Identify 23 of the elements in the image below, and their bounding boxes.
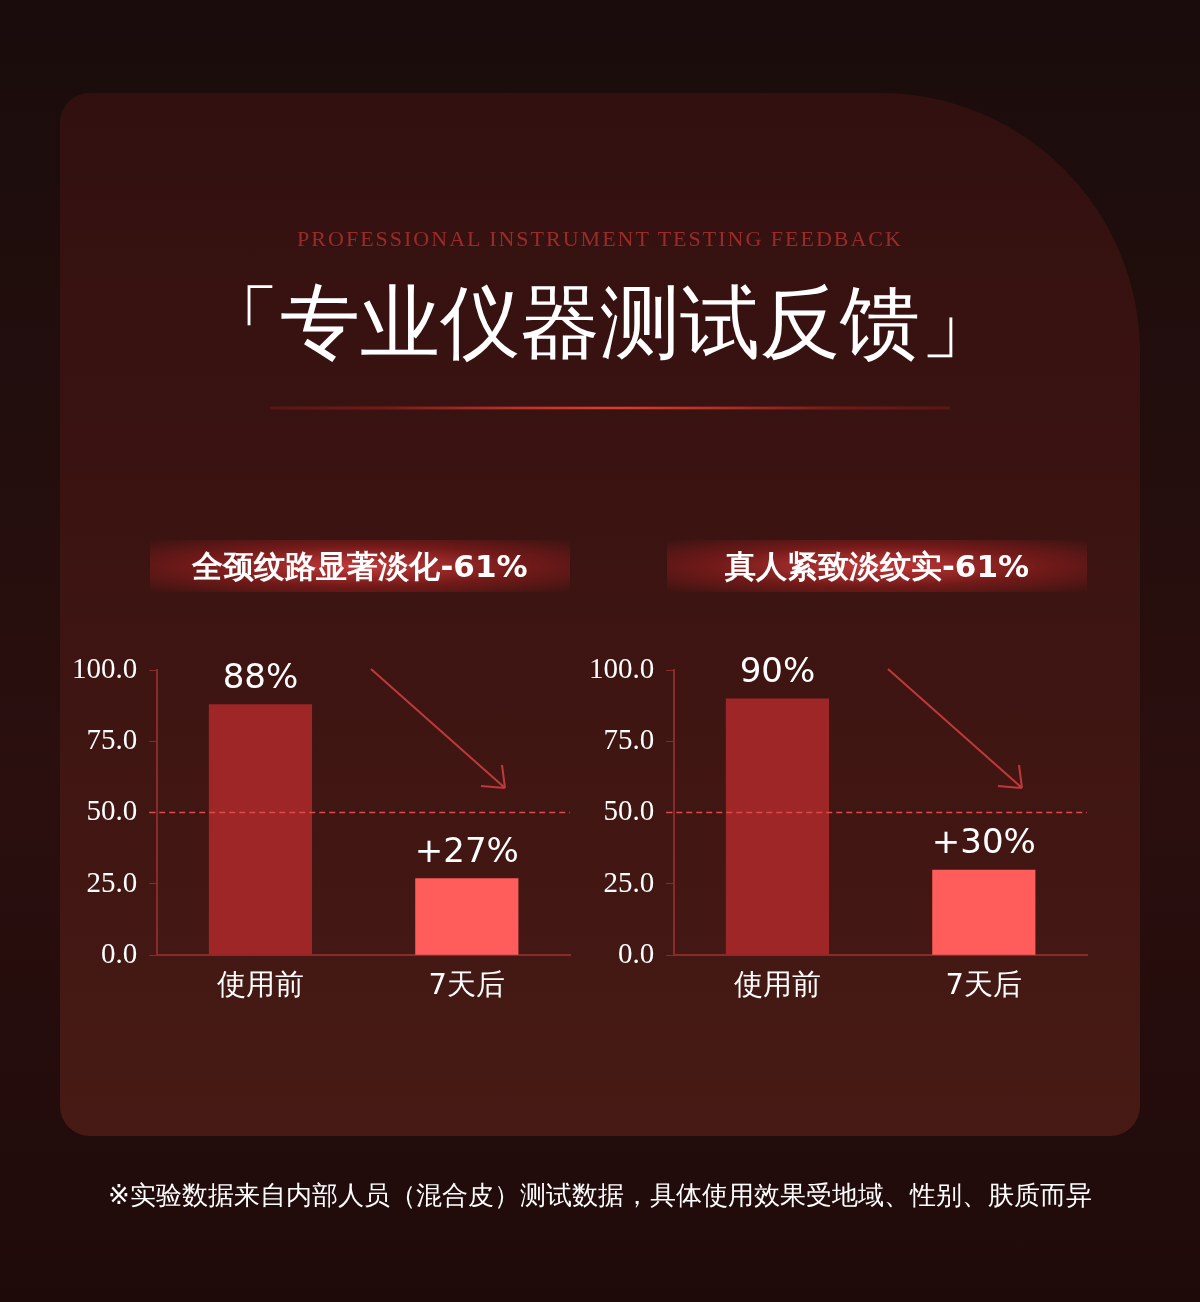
data-label: 88% — [222, 656, 299, 697]
x-tick-label: 使用前 — [216, 967, 304, 1002]
y-tick-label: 50.0 — [86, 794, 138, 827]
y-tick-label: 25.0 — [603, 865, 655, 898]
y-tick-label: 25.0 — [86, 865, 138, 898]
text: ※实验数据来自内部人员（混合皮）测试数据，具体使用效果受地域、性别、肤质而异 — [107, 1179, 1093, 1212]
x-tick-label: 7天后 — [945, 967, 1023, 1002]
y-tick-label: 0.0 — [101, 936, 138, 969]
data-label: 90% — [739, 650, 816, 691]
x-tick-label: 使用前 — [733, 967, 821, 1002]
chart-title: 真人紧致淡纹实-61% — [667, 540, 1087, 592]
y-tick-label: 75.0 — [603, 722, 655, 755]
y-tick-label: 50.0 — [603, 794, 655, 827]
text: PROFESSIONAL INSTRUMENT TESTING FEEDBACK — [296, 226, 904, 252]
y-tick-label: 100.0 — [589, 651, 655, 684]
data-label: +27% — [414, 830, 519, 871]
data-label: +30% — [931, 821, 1036, 862]
y-tick-label: 100.0 — [72, 651, 138, 684]
y-tick-label: 75.0 — [86, 722, 138, 755]
text: 「专业仪器测试反馈」 — [199, 275, 1001, 371]
chart-title: 全颈纹路显著淡化-61% — [150, 540, 570, 592]
y-tick-label: 0.0 — [618, 936, 655, 969]
x-tick-label: 7天后 — [428, 967, 506, 1002]
